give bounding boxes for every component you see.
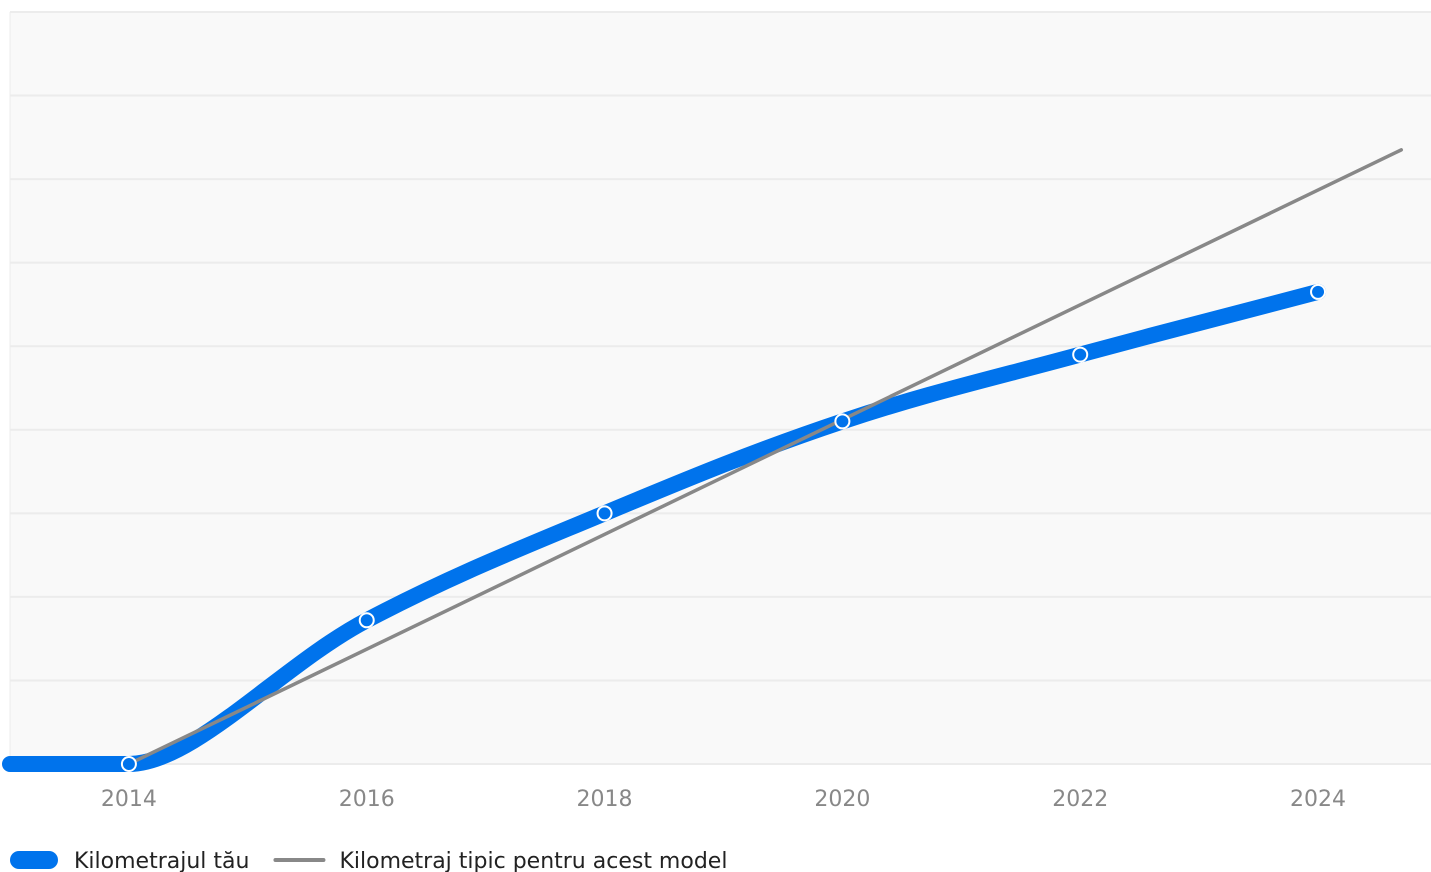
marker-layer xyxy=(120,283,1327,772)
data-point[interactable] xyxy=(358,612,375,629)
grid-layer xyxy=(9,11,1431,765)
legend: Kilometrajul tău Kilometraj tipic pentru … xyxy=(10,849,727,872)
data-point[interactable] xyxy=(1072,346,1089,363)
data-point[interactable] xyxy=(1310,283,1327,300)
data-point[interactable] xyxy=(596,505,613,522)
series-line-typical-mileage xyxy=(127,148,1404,766)
plot-background xyxy=(10,12,1431,764)
data-point[interactable] xyxy=(120,756,137,772)
legend-label-your-mileage: Kilometrajul tău xyxy=(74,849,249,872)
x-tick-label: 2020 xyxy=(814,787,870,812)
x-tick-label: 2016 xyxy=(339,787,395,812)
legend-label-typical-mileage: Kilometraj tipic pentru acest model xyxy=(339,849,727,872)
x-axis: 2014 2016 2018 2020 2022 2024 xyxy=(101,787,1346,812)
x-tick-label: 2022 xyxy=(1052,787,1108,812)
legend-swatch-your-mileage xyxy=(10,851,58,869)
x-tick-label: 2024 xyxy=(1290,787,1346,812)
data-point[interactable] xyxy=(834,413,851,430)
x-tick-label: 2014 xyxy=(101,787,157,812)
x-tick-label: 2018 xyxy=(577,787,633,812)
